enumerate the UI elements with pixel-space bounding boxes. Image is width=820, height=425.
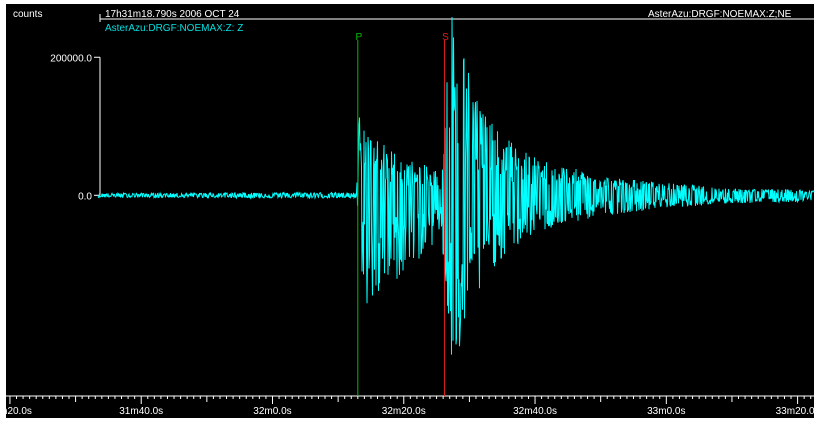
x-tick-label: 32m0.0s xyxy=(253,406,291,417)
x-tick-label: 33m0.0s xyxy=(647,406,685,417)
trace-label: AsterAzu:DRGF:NOEMAX:Z: Z xyxy=(105,23,243,34)
x-tick-label: 31m20.0s xyxy=(0,406,32,417)
x-tick-label: 31m40.0s xyxy=(119,406,163,417)
x-tick-label: 33m20.0s xyxy=(776,406,820,417)
pick-label-s: S xyxy=(442,32,449,43)
x-axis: 31m20.0s 31m40.0s 32m0.0s 32m20.0s 32m40.0s 3… xyxy=(0,395,820,417)
y-axis: 200000.0 0.0 xyxy=(50,53,101,202)
start-time-label: 17h31m18.790s 2006 OCT 24 xyxy=(105,9,240,20)
pick-label-p: P xyxy=(355,32,362,43)
waveform-trace xyxy=(97,16,815,355)
station-label-right: AsterAzu:DRGF:NOEMAX:Z;NE xyxy=(648,9,792,20)
waveform-path xyxy=(97,16,815,355)
y-tick-label: 0.0 xyxy=(78,191,92,202)
y-units-label: counts xyxy=(13,9,42,20)
x-tick-label: 32m40.0s xyxy=(513,406,557,417)
y-tick-label: 200000.0 xyxy=(50,53,92,64)
x-tick-label: 32m20.0s xyxy=(382,406,426,417)
